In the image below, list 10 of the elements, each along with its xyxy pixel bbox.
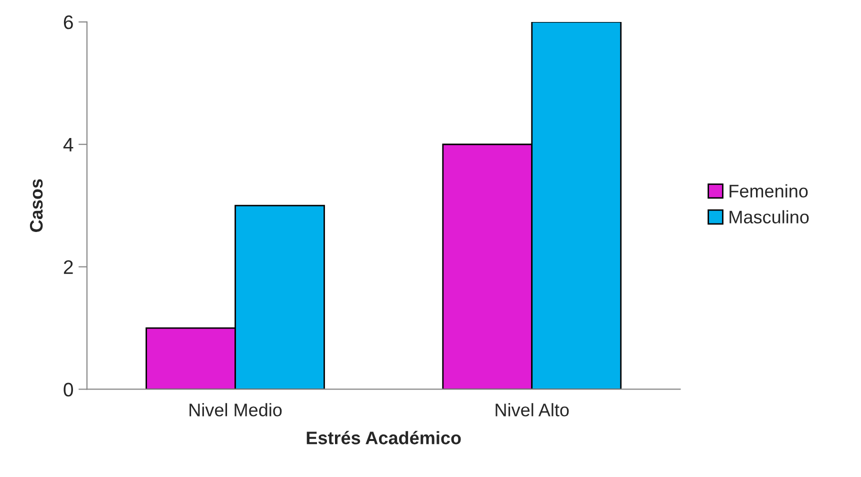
x-tick-label: Nivel Alto	[496, 403, 569, 416]
y-tick-label: 4	[63, 138, 74, 152]
legend-label: Masculino	[730, 210, 809, 224]
x-tick-label: Nivel Medio	[190, 403, 282, 416]
y-axis-title: Casos	[30, 179, 43, 232]
x-axis-title: Estrés Académico	[306, 430, 461, 444]
y-tick-label: 0	[64, 382, 74, 396]
y-tick-label: 6	[64, 15, 73, 30]
legend-label: Femenino	[730, 184, 808, 198]
y-tick-label: 2	[64, 260, 73, 274]
